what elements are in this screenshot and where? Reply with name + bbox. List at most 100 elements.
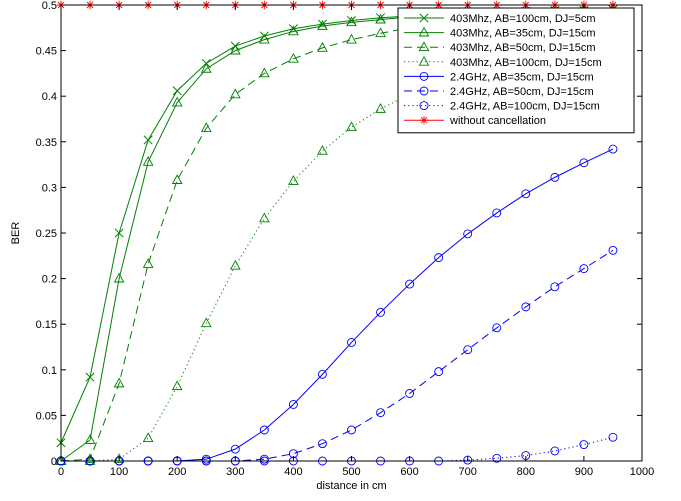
data-point	[200, 122, 212, 132]
data-point	[258, 33, 270, 44]
y-tick-label: 0.35	[36, 137, 57, 149]
data-point	[375, 13, 386, 24]
data-point	[405, 279, 415, 289]
legend-label: 403Mhz, AB=100cm, DJ=15cm	[450, 57, 602, 69]
axes-layer: 0 100 200 300 400 500 600 700 800 900 1000 0 0.05 0.1…	[10, 0, 654, 492]
data-point	[142, 258, 154, 268]
series-5	[56, 245, 618, 466]
data-point	[434, 367, 444, 377]
data-point	[346, 16, 357, 27]
data-point	[259, 425, 269, 435]
data-point	[84, 453, 96, 464]
data-point	[113, 377, 125, 388]
data-point	[55, 455, 67, 465]
legend-label: 403Mhz, AB=35cm, DJ=15cm	[450, 28, 596, 40]
legend-marker	[419, 86, 429, 96]
data-point	[230, 444, 240, 454]
legend-label: 2.4GHz, AB=35cm, DJ=15cm	[450, 71, 594, 83]
y-tick-label: 0.2	[42, 274, 57, 286]
data-point	[288, 175, 299, 185]
legend-label: 2.4GHz, AB=50cm, DJ=15cm	[450, 86, 594, 98]
x-tick-label: 300	[226, 466, 244, 478]
data-point	[492, 208, 502, 218]
y-tick-label: 0.25	[36, 228, 57, 240]
y-tick-label: 0.5	[42, 0, 57, 12]
x-tick-label: 800	[517, 466, 535, 478]
data-point	[288, 25, 299, 36]
data-point	[113, 272, 125, 283]
x-tick-label: 200	[168, 466, 186, 478]
data-point	[200, 317, 212, 328]
series-line	[61, 148, 614, 462]
data-point	[608, 245, 618, 255]
data-point	[317, 20, 328, 30]
x-tick-label: 700	[459, 466, 477, 478]
data-point	[492, 323, 502, 333]
data-point	[579, 158, 589, 168]
data-point	[171, 174, 183, 184]
data-point	[171, 380, 183, 391]
data-point	[463, 229, 473, 239]
legend-marker	[418, 55, 430, 66]
data-point	[492, 453, 502, 463]
data-point	[608, 144, 618, 154]
legend-entry: 403Mhz, AB=35cm, DJ=15cm	[404, 26, 596, 40]
y-tick-label: 0	[51, 456, 57, 468]
data-point	[229, 259, 241, 270]
x-tick-label: 500	[342, 466, 360, 478]
legend-label: without cancellation	[449, 115, 546, 127]
data-point	[288, 400, 298, 409]
legend-entry: 403Mhz, AB=50cm, DJ=15cm	[404, 41, 596, 54]
data-point	[375, 27, 386, 38]
legend-entry: 2.4GHz, AB=35cm, DJ=15cm	[404, 71, 594, 83]
data-point	[142, 155, 154, 166]
legend-marker	[419, 71, 429, 81]
y-tick-label: 0.3	[42, 182, 57, 194]
data-point	[171, 96, 183, 107]
data-point	[85, 372, 95, 382]
legend-marker	[419, 101, 429, 111]
legend-entry: 2.4GHz, AB=50cm, DJ=15cm	[404, 86, 594, 98]
series-6	[56, 432, 618, 466]
y-tick-label: 0.4	[42, 91, 57, 103]
legend: 403Mhz, AB=100cm, DJ=5cm 403Mhz, AB=35cm,…	[397, 7, 635, 134]
y-tick-label: 0.1	[42, 365, 57, 377]
legend-marker	[418, 41, 430, 52]
y-tick-label: 0.05	[36, 410, 57, 422]
data-point	[288, 52, 299, 63]
x-tick-label: 600	[400, 466, 418, 478]
data-point	[258, 212, 270, 223]
x-tick-label: 900	[575, 466, 593, 478]
data-point	[375, 103, 386, 113]
data-point	[376, 307, 385, 317]
x-axis-title: distance in cm	[316, 480, 386, 492]
x-tick-label: 400	[284, 466, 302, 478]
data-point	[318, 439, 327, 449]
data-point	[608, 432, 618, 442]
y-tick-label: 0.15	[36, 319, 57, 331]
legend-marker	[419, 116, 429, 125]
data-point	[229, 44, 241, 55]
x-tick-label: 1000	[630, 466, 654, 478]
legend-box	[397, 7, 635, 134]
data-point	[317, 144, 328, 155]
legend-label: 403Mhz, AB=50cm, DJ=15cm	[450, 42, 596, 54]
data-point	[347, 337, 356, 347]
x-tick-label: 0	[58, 466, 64, 478]
data-point	[84, 455, 96, 465]
data-point	[317, 41, 328, 52]
y-axis-title: BER	[10, 222, 22, 245]
data-point	[376, 408, 385, 418]
data-point	[463, 345, 473, 355]
series-line	[60, 12, 613, 462]
legend-label: 403Mhz, AB=100cm, DJ=5cm	[450, 13, 596, 25]
data-point	[200, 62, 212, 73]
data-point	[550, 282, 560, 292]
data-point	[579, 440, 589, 450]
data-point	[434, 253, 444, 263]
legend-marker	[418, 26, 430, 37]
data-point	[172, 86, 182, 96]
legend-entry: 2.4GHz, AB=100cm, DJ=15cm	[404, 101, 600, 113]
legend-entry: 403Mhz, AB=100cm, DJ=5cm	[404, 13, 596, 25]
